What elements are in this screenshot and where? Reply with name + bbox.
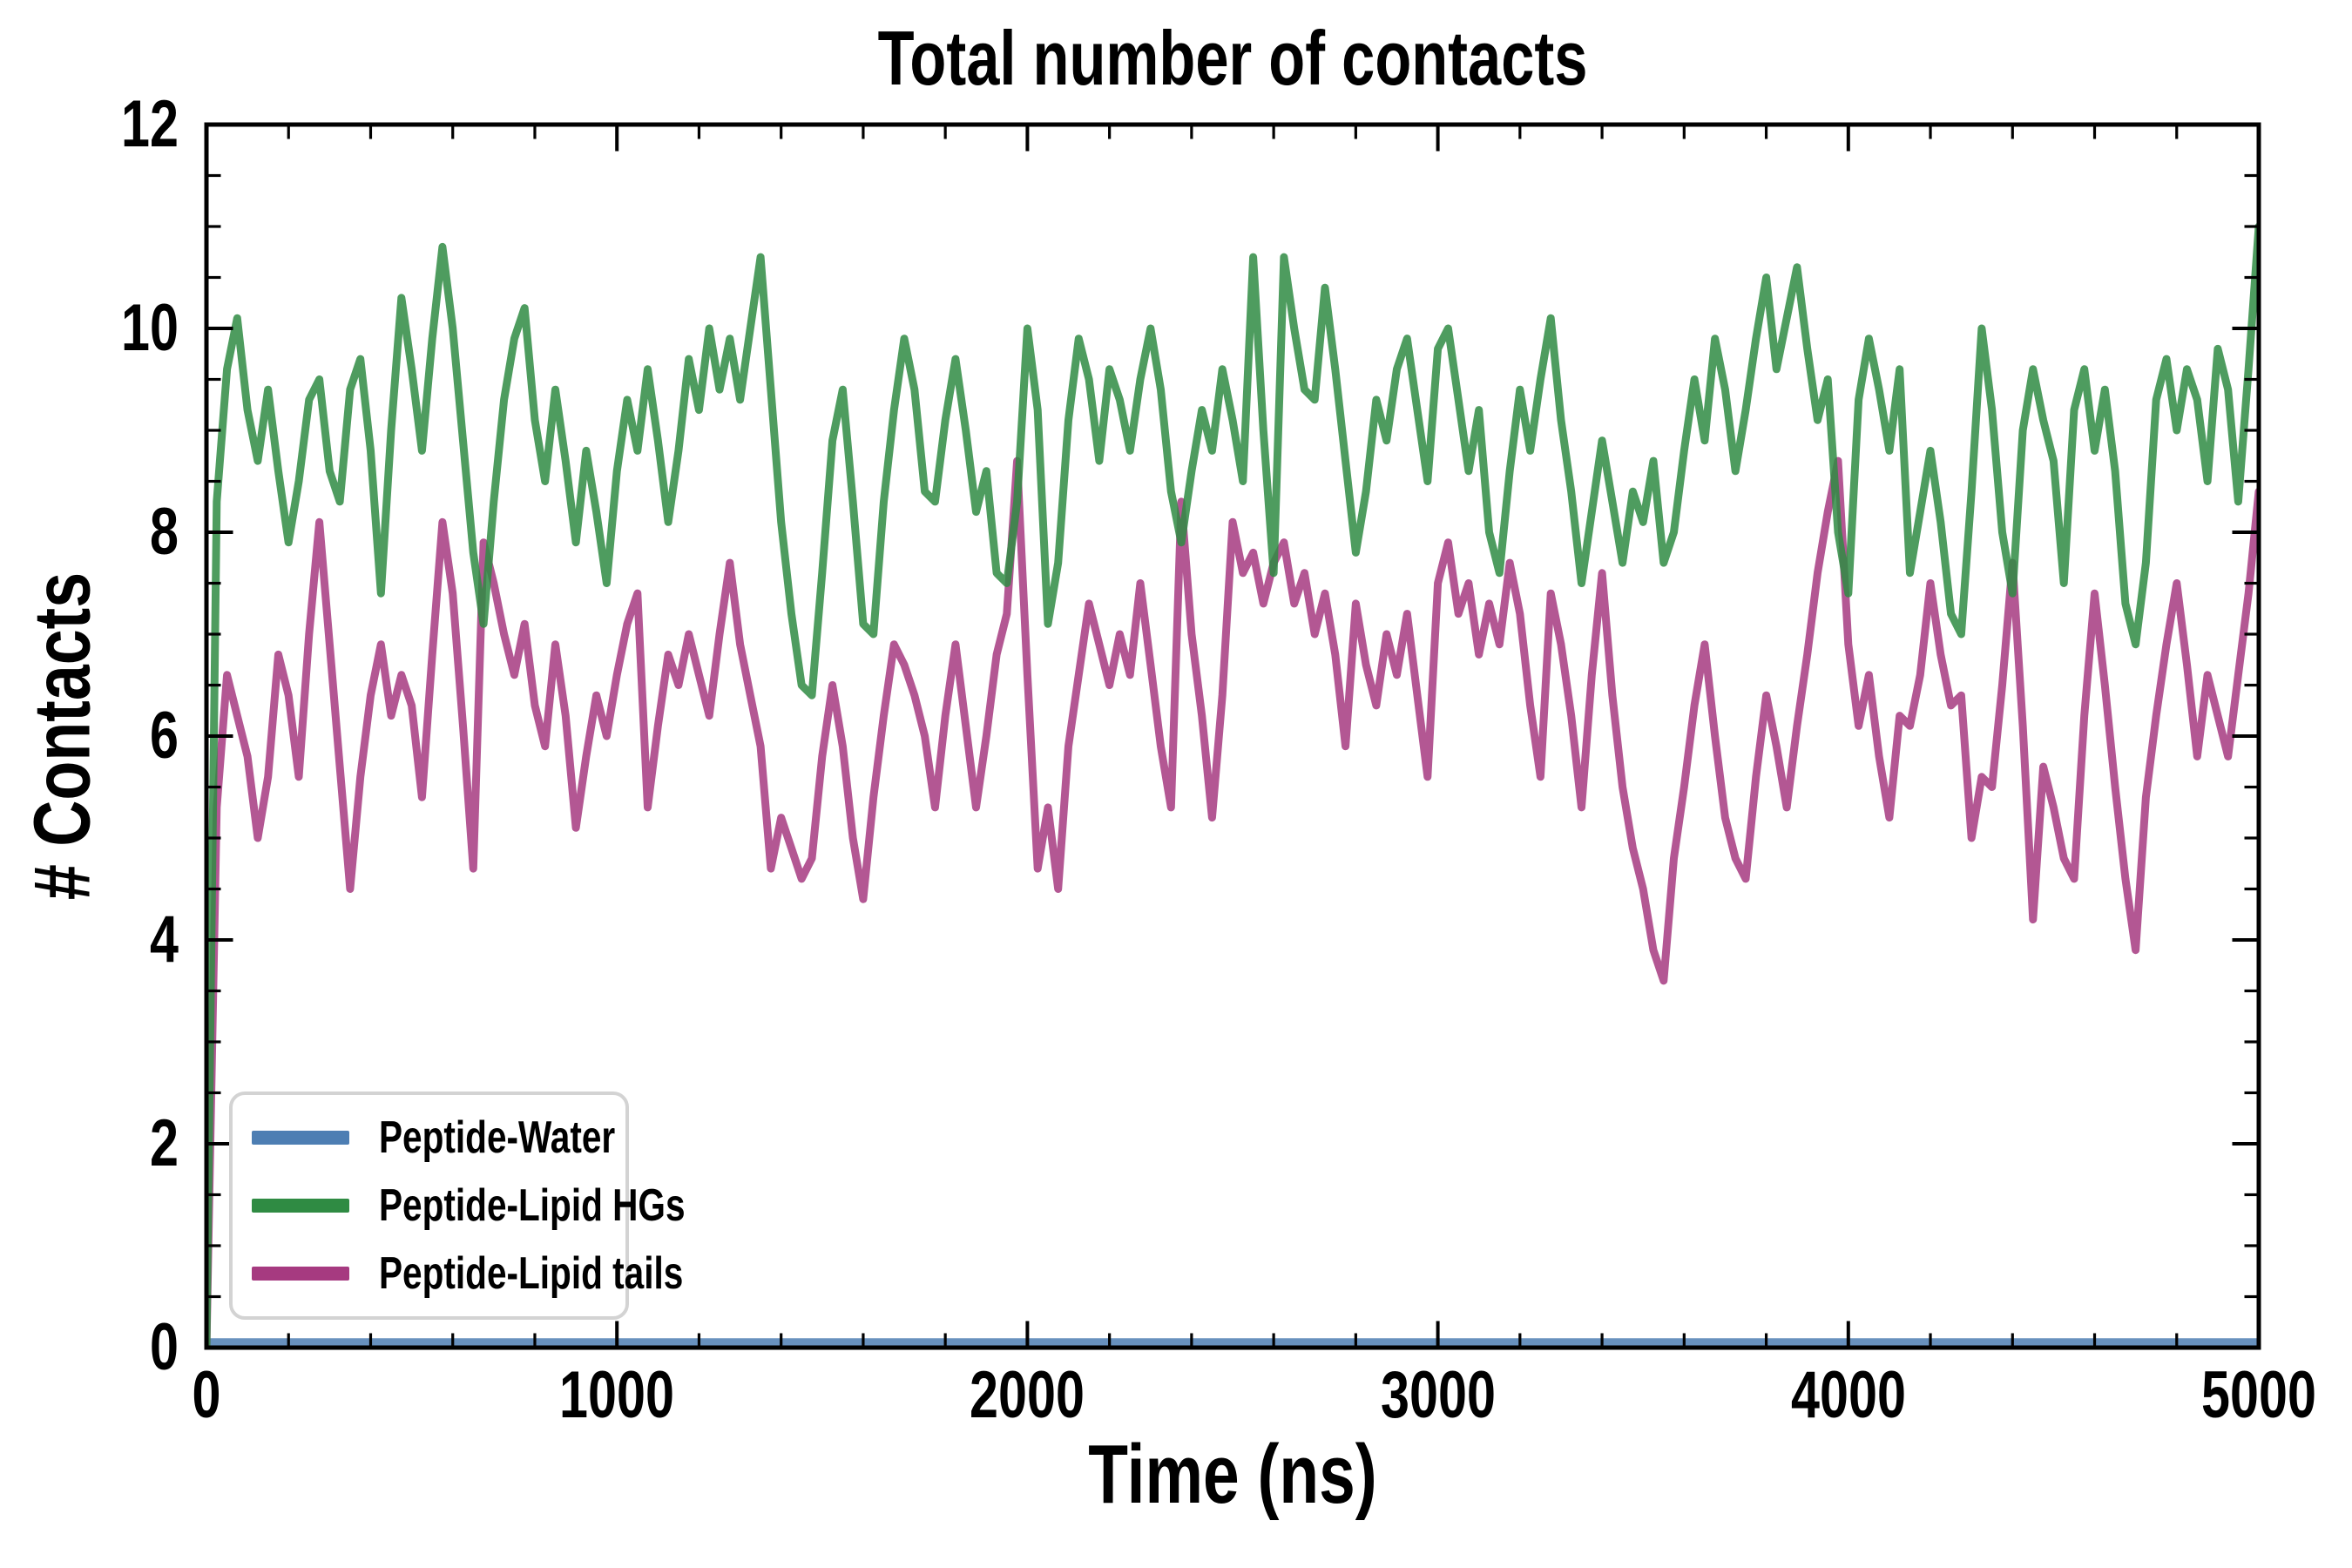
series-line-peptide-lipid-tails [206,456,2259,1348]
legend-label: Peptide-Lipid tails [379,1248,684,1299]
y-tick-label: 0 [150,1310,179,1384]
legend-label: Peptide-Lipid HGs [379,1180,686,1231]
legend-item: Peptide-Lipid tails [245,1247,683,1300]
x-tick-label: 0 [192,1358,221,1432]
y-tick-label: 12 [121,87,179,161]
y-tick-label: 4 [150,902,179,977]
y-tick-label: 2 [150,1106,179,1180]
y-tick-label: 8 [150,495,179,569]
x-tick-label: 1000 [559,1358,675,1432]
legend-label: Peptide-Water [379,1112,616,1163]
legend-item: Peptide-Lipid HGs [245,1179,686,1232]
y-tick-label: 10 [121,291,179,365]
series-group [206,222,2259,1348]
x-tick-label: 5000 [2201,1358,2316,1432]
chart-title: Total number of contacts [877,15,1588,101]
x-tick-label: 3000 [1380,1358,1496,1432]
series-line-peptide-lipid-hgs [206,222,2259,1348]
x-tick-label: 2000 [970,1358,1085,1432]
axes-frame [204,122,2261,1350]
legend-swatch-icon [252,1131,349,1145]
legend-item: Peptide-Water [245,1112,625,1164]
legend: Peptide-Water Peptide-Lipid HGs Peptide-Li… [229,1092,686,1320]
legend-swatch-icon [252,1267,349,1281]
x-tick-label: 4000 [1790,1358,1906,1432]
y-tick-label: 6 [150,699,179,773]
x-axis-label: Time (ns) [1088,1428,1377,1521]
legend-swatch-icon [252,1199,349,1213]
